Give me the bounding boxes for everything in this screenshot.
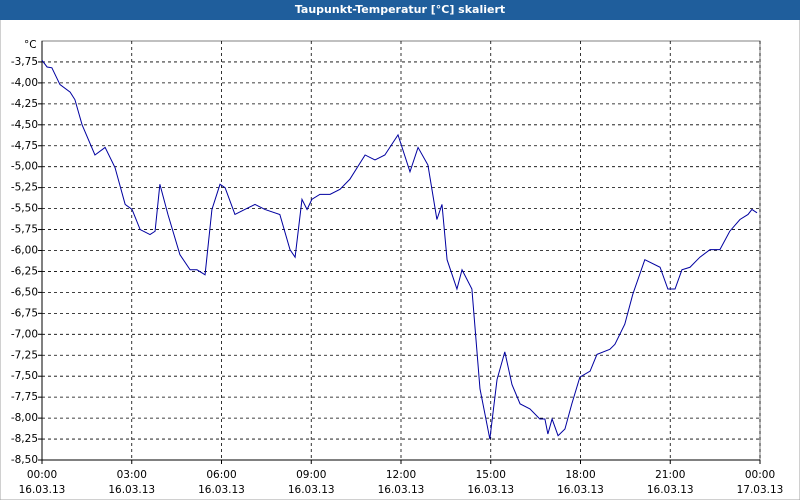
y-tick-label: -7,25 xyxy=(11,349,38,361)
y-tick-label: -6,50 xyxy=(11,286,38,298)
y-tick-label: -4,50 xyxy=(11,119,38,131)
x-tick-label: 18:00 xyxy=(565,469,595,481)
y-tick-label: -3,75 xyxy=(11,56,38,68)
y-tick-label: -7,75 xyxy=(11,391,38,403)
data-line xyxy=(41,59,758,440)
y-tick-label: -8,25 xyxy=(11,433,38,445)
x-tick-date: 16.03.13 xyxy=(288,484,335,496)
x-tick-label: 00:00 xyxy=(745,469,775,481)
y-tick-label: -6,00 xyxy=(11,245,38,257)
x-tick-label: 12:00 xyxy=(386,469,416,481)
x-tick-label: 06:00 xyxy=(206,469,236,481)
x-tick-date: 16.03.13 xyxy=(557,484,604,496)
y-tick-label: -6,75 xyxy=(11,307,38,319)
x-tick-date: 16.03.13 xyxy=(108,484,155,496)
x-tick-date: 16.03.13 xyxy=(378,484,425,496)
x-tick-label: 15:00 xyxy=(476,469,506,481)
y-unit: °C xyxy=(24,39,37,51)
y-tick-label: -7,00 xyxy=(11,328,38,340)
y-tick-label: -4,75 xyxy=(11,140,38,152)
title-bar xyxy=(0,0,800,20)
x-tick-label: 00:00 xyxy=(27,469,57,481)
y-tick-label: -5,50 xyxy=(11,203,38,215)
x-tick-label: 03:00 xyxy=(117,469,147,481)
y-tick-label: -4,25 xyxy=(11,98,38,110)
chart-title: Taupunkt-Temperatur [°C] skaliert xyxy=(295,3,505,16)
x-tick-label: 09:00 xyxy=(296,469,326,481)
x-tick-label: 21:00 xyxy=(655,469,685,481)
y-tick-label: -7,50 xyxy=(11,370,38,382)
x-tick-date: 16.03.13 xyxy=(19,484,66,496)
y-tick-label: -8,00 xyxy=(11,412,38,424)
y-tick-label: -6,25 xyxy=(11,265,38,277)
y-tick-label: -5,75 xyxy=(11,224,38,236)
x-tick-date: 16.03.13 xyxy=(647,484,694,496)
y-tick-label: -5,25 xyxy=(11,182,38,194)
x-tick-date: 17.03.13 xyxy=(737,484,784,496)
x-tick-date: 16.03.13 xyxy=(198,484,245,496)
y-tick-label: -8,50 xyxy=(11,454,38,466)
y-tick-label: -4,00 xyxy=(11,77,38,89)
x-tick-date: 16.03.13 xyxy=(467,484,514,496)
y-tick-label: -5,00 xyxy=(11,161,38,173)
